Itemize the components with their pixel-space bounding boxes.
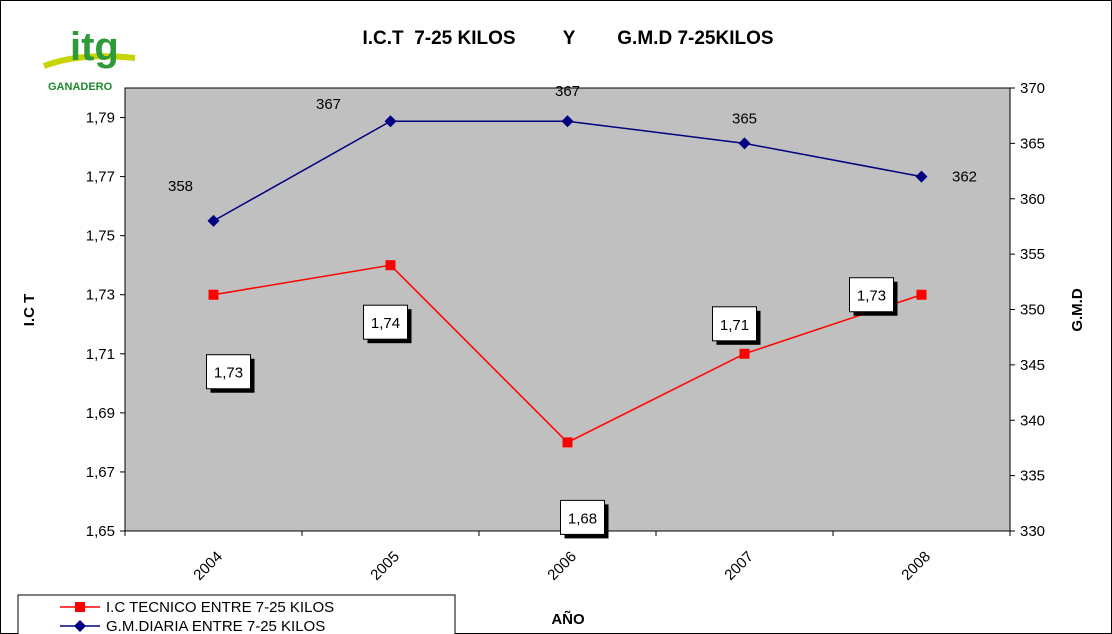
- right-axis-tick-label: 340: [1020, 412, 1045, 429]
- right-axis-tick-label: 350: [1020, 302, 1045, 319]
- ict-point: [562, 437, 573, 448]
- ict-label-box: [363, 304, 408, 340]
- x-axis-title: AÑO: [551, 610, 585, 628]
- logo-mark: itg: [70, 25, 119, 69]
- ict-point: [385, 260, 396, 271]
- ict-point: [208, 289, 219, 300]
- gmd-point: [738, 137, 751, 150]
- left-axis-tick-label: 1,77: [86, 169, 115, 186]
- logo-text: GANADERO: [48, 81, 113, 93]
- left-axis-tick-label: 1,71: [86, 346, 115, 363]
- ict-data-label: 1,73: [214, 365, 243, 382]
- right-axis-tick-label: 345: [1020, 357, 1045, 374]
- ict-point: [739, 348, 750, 359]
- ict-label-box: [712, 306, 757, 342]
- left-axis-tick-label: 1,75: [86, 228, 115, 245]
- ict-label-box: [849, 277, 894, 313]
- legend: [17, 594, 456, 634]
- gmd-point: [207, 214, 220, 227]
- gmd-point: [915, 170, 928, 183]
- chart-title: I.C.T 7-25 KILOS Y G.M.D 7-25KILOS: [362, 28, 773, 49]
- ict-data-label: 1,71: [720, 317, 749, 334]
- left-axis-tick-label: 1,67: [86, 464, 115, 481]
- gmd-data-label: 365: [732, 110, 757, 127]
- legend-ict-label: I.C TECNICO ENTRE 7-25 KILOS: [106, 599, 334, 616]
- legend-gmd-marker: [74, 620, 86, 632]
- gmd-data-label: 367: [316, 96, 341, 113]
- right-axis-title: G.M.D: [1069, 288, 1086, 331]
- right-axis-tick-label: 330: [1020, 523, 1045, 540]
- ict-label-box: [560, 499, 605, 535]
- left-axis-tick-label: 1,79: [86, 110, 115, 127]
- legend-gmd-label: G.M.DIARIA ENTRE 7-25 KILOS: [106, 618, 325, 634]
- x-axis-tick-label: 2007: [721, 548, 757, 584]
- gmd-data-label: 367: [555, 83, 580, 100]
- legend-ict-marker: [75, 602, 85, 612]
- x-axis-tick-label: 2008: [898, 548, 934, 584]
- ict-label-box: [206, 354, 251, 390]
- x-axis-tick-label: 2006: [544, 548, 580, 584]
- left-axis-tick-label: 1,65: [86, 523, 115, 540]
- ict-point: [916, 289, 927, 300]
- gmd-data-label: 362: [952, 169, 977, 186]
- left-axis-tick-label: 1,73: [86, 287, 115, 304]
- x-axis-tick-label: 2004: [190, 548, 226, 584]
- ict-data-label: 1,68: [568, 510, 597, 527]
- gmd-data-label: 358: [168, 178, 193, 195]
- left-axis-tick-label: 1,69: [86, 405, 115, 422]
- gmd-point: [561, 115, 574, 128]
- right-axis-tick-label: 355: [1020, 246, 1045, 263]
- itg-ganadero-logo: itg GANADERO: [40, 14, 170, 94]
- left-axis-title: I.C T: [21, 294, 38, 327]
- ict-data-label: 1,73: [857, 288, 886, 305]
- right-axis-tick-label: 370: [1020, 80, 1045, 97]
- right-axis-tick-label: 360: [1020, 191, 1045, 208]
- ict-data-label: 1,74: [371, 315, 400, 332]
- x-axis-tick-label: 2005: [367, 548, 403, 584]
- right-axis-tick-label: 365: [1020, 135, 1045, 152]
- right-axis-tick-label: 335: [1020, 468, 1045, 485]
- gmd-point: [384, 115, 397, 128]
